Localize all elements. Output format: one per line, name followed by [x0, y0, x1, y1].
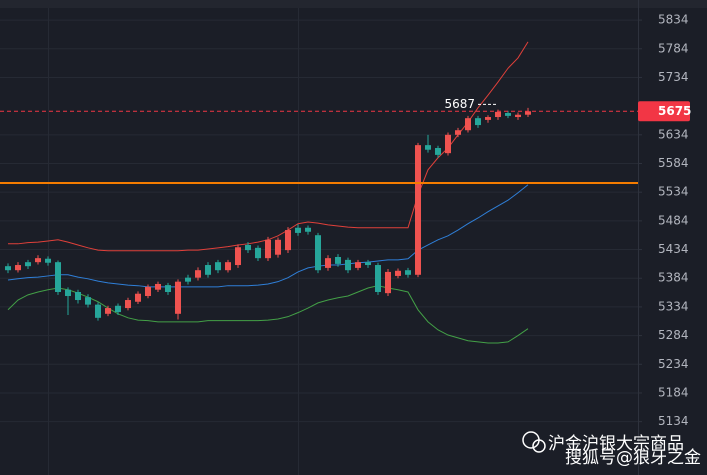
- candle-body: [505, 113, 511, 116]
- candle-body: [425, 145, 431, 150]
- candle-body: [185, 277, 191, 282]
- candle-body: [215, 262, 221, 271]
- candle-body: [465, 118, 471, 131]
- candle-body: [315, 235, 321, 271]
- logo: [532, 439, 546, 453]
- last-price-label: 5675: [658, 104, 691, 118]
- candle-body: [515, 114, 521, 118]
- candle-body: [235, 247, 241, 266]
- candle-body: [195, 270, 201, 278]
- candle-body: [265, 239, 271, 259]
- plot: 5687: [0, 41, 638, 344]
- y-tick-label: 5734: [658, 70, 689, 84]
- candle-body: [5, 266, 11, 271]
- candle-body: [335, 257, 341, 264]
- candle-body: [65, 289, 71, 297]
- candle-body: [75, 291, 81, 301]
- top-strip: [0, 0, 707, 8]
- y-tick-label: 5484: [658, 213, 689, 227]
- candle-body: [375, 265, 381, 292]
- candle-body: [15, 265, 21, 271]
- y-tick-label: 5634: [658, 127, 689, 141]
- y-tick-label: 5384: [658, 271, 689, 285]
- candle-body: [385, 271, 391, 294]
- candle-body: [485, 117, 491, 120]
- candle-body: [175, 281, 181, 314]
- candle-body: [115, 305, 121, 313]
- candle-body: [125, 300, 131, 309]
- y-tick-label: 5334: [658, 299, 689, 313]
- candle-body: [245, 244, 251, 251]
- y-tick-label: 5834: [658, 13, 689, 27]
- y-tick-label: 5434: [658, 242, 689, 256]
- candle-body: [525, 111, 531, 115]
- candle-body: [145, 286, 151, 297]
- candle-body: [325, 258, 331, 268]
- y-tick-label: 5134: [658, 414, 689, 428]
- grid: [0, 19, 638, 423]
- band-line: [7, 285, 529, 344]
- candle-body: [445, 134, 451, 154]
- high-marker-label: 5687: [444, 97, 475, 111]
- candle-body: [55, 262, 61, 292]
- candle-body: [475, 118, 481, 126]
- y-tick-label: 5284: [658, 328, 689, 342]
- y-tick-label: 5234: [658, 357, 689, 371]
- candle-body: [35, 258, 41, 263]
- y-tick-label: 5784: [658, 41, 689, 55]
- candle-body: [205, 265, 211, 275]
- candle-body: [355, 262, 361, 268]
- candle-body: [295, 227, 301, 233]
- candle-body: [455, 130, 461, 135]
- candle-body: [275, 239, 281, 255]
- candle-body: [255, 247, 261, 259]
- y-tick-label: 5184: [658, 385, 689, 399]
- candle-body: [45, 258, 51, 263]
- candle-body: [225, 262, 231, 271]
- candle-body: [405, 270, 411, 275]
- candle-body: [165, 285, 171, 292]
- last-price-box: [638, 101, 690, 122]
- candle-body: [305, 227, 311, 232]
- candle-body: [285, 230, 291, 251]
- candle-body: [105, 308, 111, 314]
- candle-body: [85, 297, 91, 305]
- candle-body: [495, 111, 501, 118]
- candle-body: [395, 270, 401, 276]
- watermark: 沪金沪银大宗商品 搜狐号@狼牙之金: [522, 431, 701, 468]
- candle-body: [135, 293, 141, 302]
- candle-body: [415, 145, 421, 275]
- band-line: [7, 184, 529, 288]
- watermark-line1: 沪金沪银大宗商品: [548, 434, 684, 454]
- y-tick-label: 5534: [658, 185, 689, 199]
- candle-body: [345, 259, 351, 271]
- candle-body: [435, 148, 441, 155]
- candle-body: [365, 262, 371, 266]
- candle-body: [155, 283, 161, 290]
- candle-body: [95, 304, 101, 318]
- price-axis: 5134 5184 5234 5284 5334 5384 5434 5484 5534 5584…: [638, 13, 691, 428]
- candle-body: [25, 262, 31, 267]
- watermark-line2: 搜狐号@狼牙之金: [565, 448, 701, 468]
- y-tick-label: 5584: [658, 156, 689, 170]
